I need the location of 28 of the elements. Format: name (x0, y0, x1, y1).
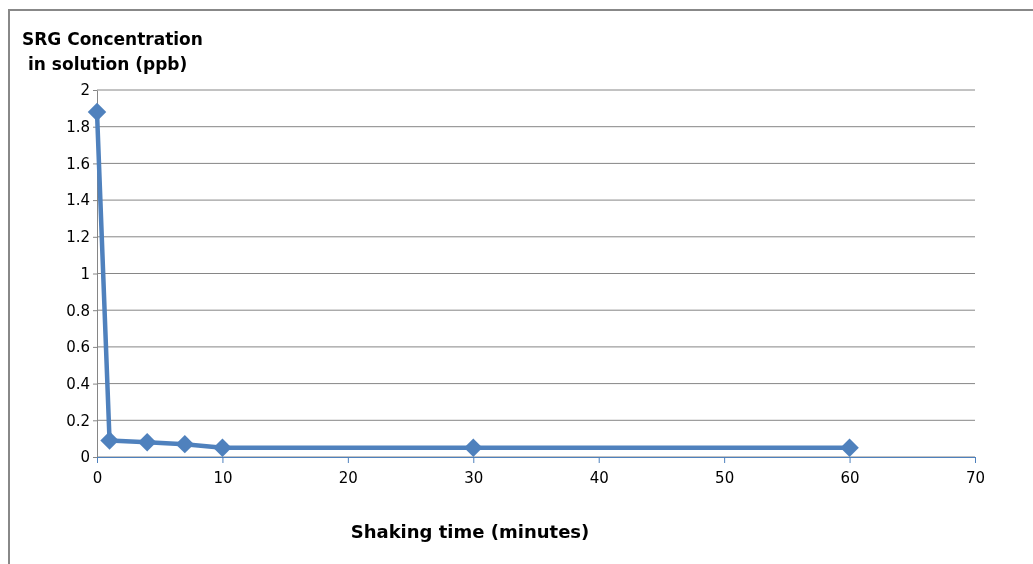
y-tick-label: 1.4 (66, 191, 90, 210)
x-axis-title: Shaking time (minutes) (350, 521, 590, 542)
point (137, 433, 157, 452)
x-tick-label: 10 (213, 468, 233, 487)
y-axis-title: SRG Concentration in solution (ppb) (22, 29, 203, 74)
y-tick-label: 1.6 (66, 154, 90, 173)
point (175, 434, 195, 454)
y-tick-label: 0 (80, 448, 90, 467)
point (100, 431, 119, 450)
point (840, 438, 859, 458)
x-tick-label: 0 (92, 468, 103, 487)
y-tick-label: 0.6 (66, 338, 90, 357)
x-tick-label: 30 (464, 468, 484, 487)
point (87, 102, 107, 122)
x-tick-label: 70 (965, 468, 986, 487)
point (464, 438, 483, 458)
y-tick-label: 0.2 (66, 411, 90, 430)
x-tick-label: 60 (840, 468, 860, 487)
point (213, 438, 232, 458)
x-tick-label: 40 (589, 468, 609, 487)
x-tick-label: 50 (715, 468, 735, 487)
y-tick-label: 0.4 (66, 374, 90, 393)
y-tick-label: 1.2 (66, 228, 90, 247)
y-tick-label: 2 (80, 81, 90, 100)
y-tick-label: 0.8 (66, 301, 90, 320)
x-tick-label: 20 (338, 468, 358, 487)
y-tick-label: 1.8 (66, 118, 90, 136)
y-tick-label: 1 (80, 264, 90, 283)
